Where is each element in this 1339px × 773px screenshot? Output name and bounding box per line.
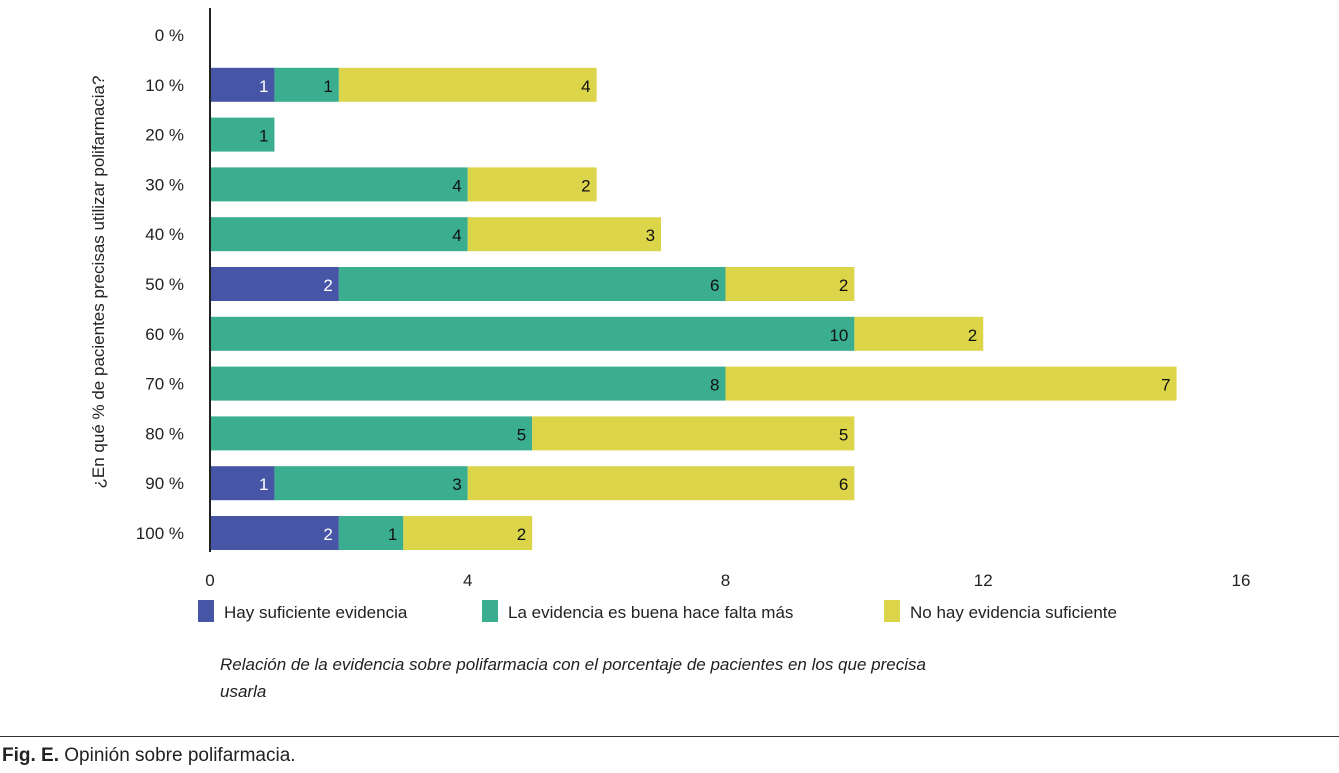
figure-caption: Fig. E. Opinión sobre polifarmacia. [2, 745, 296, 767]
y-tick-label: 50 % [145, 275, 184, 294]
bar-segment [210, 416, 533, 451]
legend-swatch [198, 600, 214, 622]
data-label: 2 [581, 176, 590, 195]
bar-segment [467, 466, 855, 501]
bar-segment [338, 67, 597, 102]
y-tick-label: 10 % [145, 76, 184, 95]
legend-item: La evidencia es buena hace falta más [482, 600, 793, 622]
y-tick-label: 20 % [145, 126, 184, 145]
bar-segment [725, 267, 855, 301]
data-label: 7 [1161, 376, 1170, 395]
legend-swatch [482, 600, 498, 622]
caption-line-1: Relación de la evidencia sobre polifarma… [220, 655, 926, 674]
data-label: 2 [968, 326, 977, 345]
data-label: 6 [710, 276, 719, 295]
bar-segment [210, 167, 468, 202]
x-tick-label: 0 [205, 571, 214, 590]
bar-segment [338, 267, 726, 301]
y-tick-label: 80 % [145, 424, 184, 443]
data-label: 1 [259, 475, 268, 494]
data-label: 1 [388, 525, 397, 544]
data-label: 4 [452, 226, 461, 245]
data-label: 2 [323, 276, 332, 295]
x-tick-label: 4 [463, 571, 472, 590]
bar-segment [210, 117, 275, 152]
data-label: 3 [646, 226, 655, 245]
bar-segment [467, 217, 662, 252]
x-tick-label: 16 [1232, 571, 1251, 590]
bar-segment [210, 316, 855, 351]
data-label: 1 [259, 127, 268, 146]
bar-segment [532, 416, 855, 451]
bars-layer: 1 1 4 1 4 2 4 3 2 6 2 10 2 8 7 5 5 1 3 6 2 1 2 [210, 67, 1177, 550]
bar-segment [210, 516, 339, 550]
bar-segment [210, 217, 468, 252]
figure-label: Fig. E. [2, 745, 59, 766]
data-label: 6 [839, 475, 848, 494]
caption-line-2: usarla [220, 682, 266, 701]
bar-segment [274, 466, 468, 501]
legend-label: No hay evidencia suficiente [910, 603, 1117, 622]
data-label: 5 [839, 425, 848, 444]
y-tick-label: 30 % [145, 175, 184, 194]
bar-segment [403, 516, 533, 550]
y-tick-label: 40 % [145, 225, 184, 244]
legend-label: Hay suficiente evidencia [224, 603, 408, 622]
data-label: 2 [839, 276, 848, 295]
bar-segment [725, 366, 1177, 401]
y-tick-labels: 0 % 10 % 20 % 30 % 40 % 50 % 60 % 70 % 80 % 90 % 1… [136, 26, 184, 543]
y-tick-label: 90 % [145, 474, 184, 493]
y-tick-label: 70 % [145, 375, 184, 394]
data-label: 5 [517, 425, 526, 444]
bar-segment [338, 516, 404, 550]
data-label: 2 [323, 525, 332, 544]
y-axis-title: ¿En qué % de pacientes precisas utilizar… [89, 76, 108, 489]
bar-segment [210, 67, 275, 102]
legend: Hay suficiente evidencia La evidencia es … [198, 600, 1117, 622]
y-tick-label: 0 % [155, 26, 184, 45]
figure-text: Opinión sobre polifarmacia. [64, 745, 296, 766]
bar-segment [274, 67, 339, 102]
bar-segment [854, 316, 984, 351]
bar-segment [210, 466, 275, 501]
data-label: 4 [581, 77, 590, 96]
data-label: 2 [517, 525, 526, 544]
data-label: 8 [710, 376, 719, 395]
y-tick-label: 100 % [136, 524, 184, 543]
y-tick-label: 60 % [145, 325, 184, 344]
data-label: 10 [829, 326, 848, 345]
bar-segment [467, 167, 597, 202]
x-tick-label: 12 [974, 571, 993, 590]
legend-label: La evidencia es buena hace falta más [508, 603, 793, 622]
x-tick-labels: 0 4 8 12 16 [205, 571, 1250, 590]
data-label: 4 [452, 176, 461, 195]
bar-segment [210, 366, 726, 401]
legend-item: No hay evidencia suficiente [884, 600, 1117, 622]
legend-swatch [884, 600, 900, 622]
data-label: 3 [452, 475, 461, 494]
data-label: 1 [259, 77, 268, 96]
x-tick-label: 8 [721, 571, 730, 590]
legend-item: Hay suficiente evidencia [198, 600, 408, 622]
data-label: 1 [323, 77, 332, 96]
figure-divider [0, 736, 1339, 737]
bar-segment [210, 267, 339, 301]
